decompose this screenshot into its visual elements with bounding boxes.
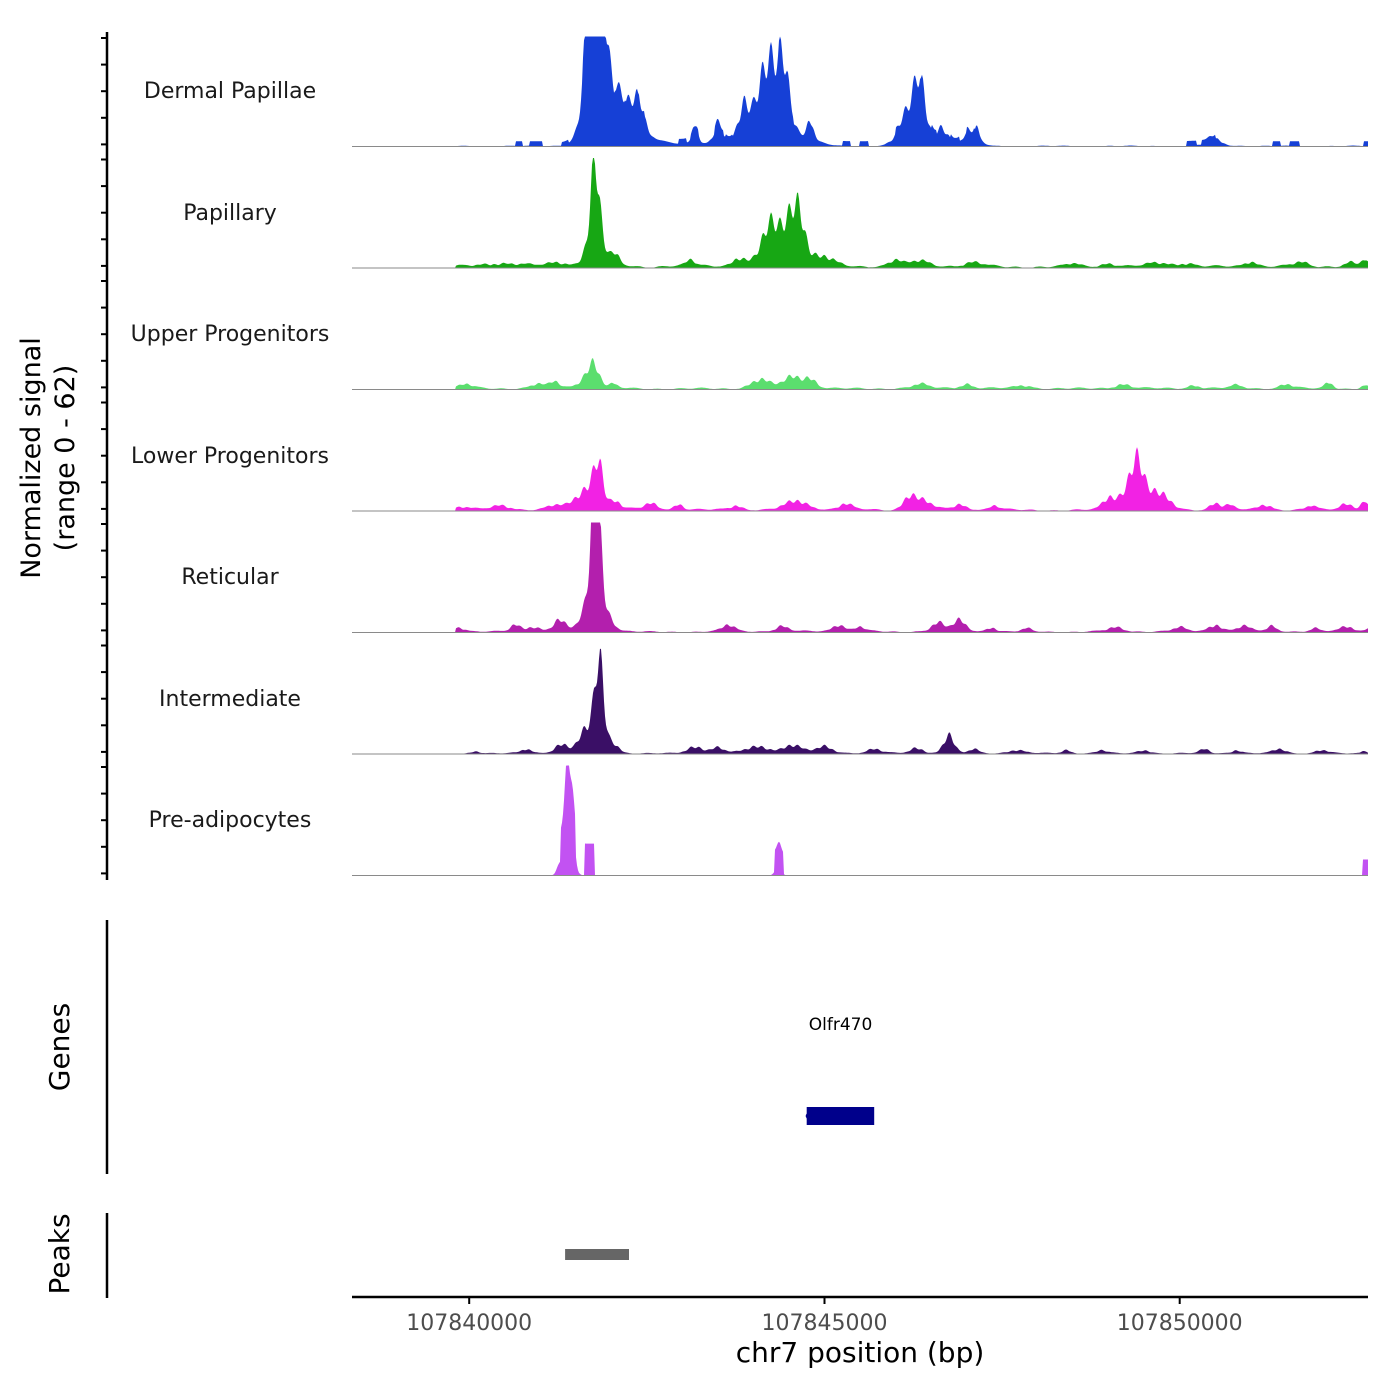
peaks-panel-label: Peaks bbox=[43, 1213, 76, 1295]
track-label: Lower Progenitors bbox=[131, 443, 329, 469]
track-label: Pre-adipocytes bbox=[148, 808, 312, 833]
genes-panel: Olfr470 bbox=[105, 920, 875, 1174]
track-papillary bbox=[352, 158, 1368, 269]
y-axis-label-line2: (range 0 - 62) bbox=[50, 364, 81, 552]
gene-body bbox=[806, 1107, 875, 1125]
gene-strand-marker bbox=[805, 1113, 812, 1119]
track-label: Papillary bbox=[183, 200, 277, 226]
x-tick-label: 107850000 bbox=[1117, 1311, 1243, 1336]
coverage-area bbox=[352, 158, 1368, 268]
peaks-panel bbox=[105, 1213, 629, 1298]
coverage-area bbox=[352, 648, 1368, 754]
track-reticular bbox=[352, 522, 1368, 633]
y-axis-label-line1: Normalized signal bbox=[16, 337, 47, 579]
track-pre-adipocytes bbox=[352, 765, 1368, 876]
x-tick-label: 107840000 bbox=[406, 1311, 532, 1336]
track-label: Dermal Papillae bbox=[143, 79, 317, 104]
track-dermal-papillae bbox=[352, 36, 1368, 147]
track-lower-progenitors bbox=[352, 447, 1368, 512]
x-axis-label: chr7 position (bp) bbox=[735, 1336, 985, 1369]
x-tick-label: 107845000 bbox=[762, 1311, 888, 1336]
y-axis-label: Normalized signal (range 0 - 62) bbox=[15, 293, 95, 623]
coverage-area bbox=[352, 765, 1368, 876]
x-axis: 107840000 107845000 107850000 bbox=[352, 1295, 1368, 1336]
coverage-area bbox=[352, 522, 1368, 633]
coverage-tracks bbox=[352, 36, 1368, 876]
track-intermediate bbox=[352, 648, 1368, 755]
track-upper-progenitors bbox=[352, 358, 1368, 390]
signal-y-axis bbox=[101, 32, 109, 880]
genes-panel-label: Genes bbox=[43, 1002, 76, 1092]
coverage-area bbox=[352, 358, 1368, 390]
coverage-area bbox=[352, 36, 1368, 147]
coverage-area bbox=[352, 447, 1368, 511]
gene-label: Olfr470 bbox=[809, 1015, 873, 1035]
track-label: Reticular bbox=[181, 565, 279, 590]
track-label: Upper Progenitors bbox=[130, 322, 330, 347]
peak-region bbox=[565, 1249, 629, 1260]
track-label: Intermediate bbox=[159, 686, 301, 712]
